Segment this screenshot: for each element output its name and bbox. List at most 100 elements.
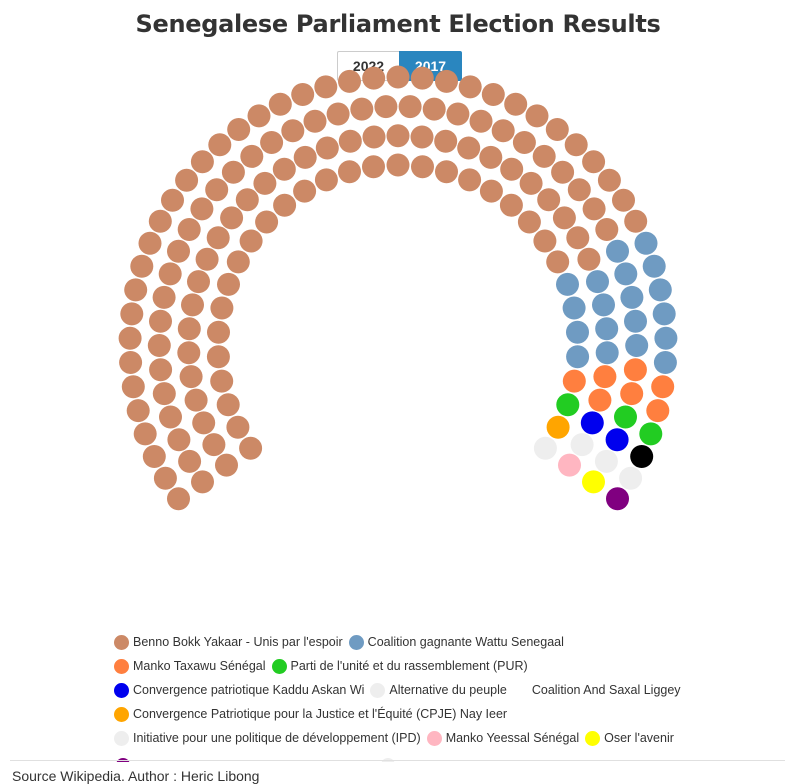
- seat-marker[interactable]: [458, 168, 482, 192]
- seat-marker[interactable]: [152, 285, 176, 309]
- seat-marker[interactable]: [606, 487, 629, 511]
- seat-marker[interactable]: [411, 155, 434, 179]
- seat-marker[interactable]: [153, 466, 177, 490]
- seat-marker[interactable]: [654, 326, 678, 350]
- seat-marker[interactable]: [457, 136, 481, 160]
- seat-marker[interactable]: [595, 317, 619, 341]
- seat-marker[interactable]: [202, 433, 226, 457]
- seat-marker[interactable]: [326, 102, 350, 126]
- seat-marker[interactable]: [167, 239, 190, 263]
- seat-marker[interactable]: [614, 262, 638, 286]
- seat-marker[interactable]: [179, 365, 203, 389]
- seat-marker[interactable]: [582, 150, 606, 174]
- seat-marker[interactable]: [642, 254, 666, 278]
- legend-item[interactable]: Convergence Patriotique pour la Justice …: [114, 706, 507, 722]
- seat-marker[interactable]: [386, 153, 410, 177]
- legend-item[interactable]: Parti de l'unité et du rassemblement (PU…: [271, 658, 528, 674]
- seat-marker[interactable]: [605, 428, 629, 452]
- seat-marker[interactable]: [545, 118, 569, 141]
- seat-marker[interactable]: [582, 470, 605, 494]
- seat-marker[interactable]: [606, 239, 629, 263]
- legend-item[interactable]: Initiative pour une politique de dévelop…: [114, 730, 421, 746]
- seat-marker[interactable]: [227, 118, 251, 141]
- seat-marker[interactable]: [435, 160, 458, 184]
- seat-marker[interactable]: [181, 293, 204, 317]
- seat-marker[interactable]: [138, 231, 162, 255]
- seat-marker[interactable]: [512, 131, 536, 154]
- seat-marker[interactable]: [651, 375, 675, 399]
- seat-marker[interactable]: [148, 209, 172, 233]
- seat-marker[interactable]: [648, 278, 672, 302]
- seat-marker[interactable]: [422, 97, 446, 121]
- seat-marker[interactable]: [187, 270, 210, 294]
- seat-marker[interactable]: [546, 415, 570, 439]
- seat-marker[interactable]: [314, 75, 338, 99]
- legend-item[interactable]: Manko Taxawu Sénégal: [114, 658, 266, 674]
- seat-marker[interactable]: [504, 92, 528, 116]
- seat-marker[interactable]: [566, 320, 589, 344]
- seat-marker[interactable]: [500, 157, 524, 181]
- seat-marker[interactable]: [499, 193, 523, 217]
- seat-marker[interactable]: [525, 104, 549, 128]
- seat-marker[interactable]: [639, 422, 663, 446]
- seat-marker[interactable]: [552, 206, 576, 230]
- legend-item[interactable]: Convergence patriotique Kaddu Askan Wi: [114, 682, 364, 698]
- seat-marker[interactable]: [623, 358, 647, 382]
- seat-marker[interactable]: [121, 375, 145, 399]
- seat-marker[interactable]: [479, 179, 503, 203]
- seat-marker[interactable]: [551, 160, 575, 184]
- seat-marker[interactable]: [533, 229, 557, 253]
- seat-marker[interactable]: [175, 168, 199, 192]
- legend-item[interactable]: Coalition gagnante Wattu Senegaal: [348, 634, 564, 650]
- seat-marker[interactable]: [167, 428, 191, 452]
- seat-marker[interactable]: [291, 83, 315, 106]
- seat-marker[interactable]: [167, 487, 190, 511]
- seat-marker[interactable]: [130, 254, 154, 278]
- seat-marker[interactable]: [226, 250, 250, 274]
- seat-marker[interactable]: [556, 393, 580, 417]
- legend-item[interactable]: Manko Yeessal Sénégal: [426, 730, 579, 746]
- seat-marker[interactable]: [532, 144, 556, 168]
- seat-marker[interactable]: [592, 293, 615, 317]
- seat-marker[interactable]: [458, 75, 482, 99]
- seat-marker[interactable]: [314, 168, 338, 192]
- seat-marker[interactable]: [556, 272, 579, 296]
- seat-marker[interactable]: [625, 334, 649, 357]
- seat-marker[interactable]: [338, 69, 361, 93]
- seat-marker[interactable]: [619, 466, 643, 490]
- legend-item[interactable]: Alternative du peuple: [370, 682, 507, 698]
- seat-marker[interactable]: [338, 129, 362, 153]
- seat-marker[interactable]: [240, 144, 264, 168]
- seat-marker[interactable]: [226, 415, 250, 439]
- seat-marker[interactable]: [634, 231, 658, 255]
- seat-marker[interactable]: [517, 210, 541, 234]
- seat-marker[interactable]: [206, 345, 230, 369]
- seat-marker[interactable]: [159, 405, 182, 429]
- seat-marker[interactable]: [653, 351, 677, 374]
- seat-marker[interactable]: [410, 125, 434, 149]
- seat-marker[interactable]: [386, 124, 410, 148]
- seat-marker[interactable]: [362, 155, 385, 179]
- seat-marker[interactable]: [350, 97, 374, 121]
- seat-marker[interactable]: [210, 369, 234, 393]
- seat-marker[interactable]: [595, 218, 619, 241]
- seat-marker[interactable]: [253, 171, 277, 195]
- seat-marker[interactable]: [595, 341, 619, 365]
- seat-marker[interactable]: [177, 341, 201, 365]
- seat-marker[interactable]: [481, 83, 505, 106]
- seat-marker[interactable]: [362, 125, 386, 149]
- seat-marker[interactable]: [362, 66, 386, 90]
- seat-marker[interactable]: [235, 188, 259, 212]
- seat-marker[interactable]: [239, 436, 263, 460]
- seat-marker[interactable]: [593, 365, 617, 389]
- seat-marker[interactable]: [215, 453, 238, 477]
- seat-marker[interactable]: [562, 369, 586, 393]
- seat-marker[interactable]: [177, 218, 201, 241]
- seat-marker[interactable]: [147, 334, 171, 357]
- seat-marker[interactable]: [620, 382, 644, 406]
- seat-marker[interactable]: [580, 411, 604, 435]
- legend-item[interactable]: Benno Bokk Yakaar - Unis par l'espoir: [114, 634, 343, 650]
- seat-marker[interactable]: [577, 247, 601, 271]
- seat-marker[interactable]: [190, 197, 214, 221]
- seat-marker[interactable]: [398, 95, 422, 119]
